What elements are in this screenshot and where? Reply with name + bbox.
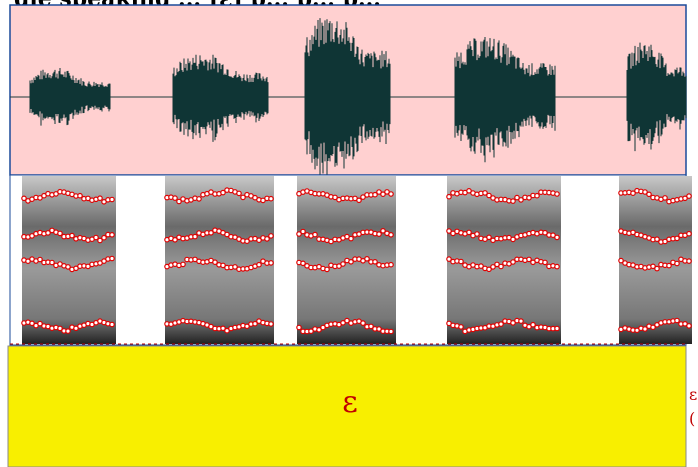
formant-point (341, 262, 345, 266)
formant-point (301, 229, 305, 233)
formant-point (687, 259, 691, 263)
formant-point (349, 236, 353, 240)
formant-point (389, 192, 393, 196)
formant-point (110, 256, 114, 260)
formant-point (675, 318, 679, 322)
formant-point (647, 192, 651, 196)
formant-point (389, 233, 393, 237)
formant-point (110, 322, 114, 326)
formant-point (499, 264, 503, 268)
formant-point (535, 194, 539, 198)
formant-point (269, 322, 273, 326)
formant-point (519, 319, 523, 323)
formant-point (543, 260, 547, 264)
formant-point (555, 192, 559, 196)
formant-point (78, 194, 82, 198)
formant-point (197, 197, 201, 201)
formant-point (269, 197, 273, 201)
praat-window: gle speaking ... [ɛ] p... p... p... ɛ ɛ … (0, 0, 698, 467)
formant-point (265, 237, 269, 241)
formant-point (555, 235, 559, 239)
formant-point (555, 326, 559, 330)
formant-point (389, 329, 393, 333)
formant-point (675, 236, 679, 240)
formant-point (511, 199, 515, 203)
formant-point (667, 263, 671, 267)
formant-point (389, 263, 393, 267)
formant-point (325, 267, 329, 271)
formant-point (467, 230, 471, 234)
formant-point (269, 234, 273, 238)
formant-point (94, 235, 98, 239)
formant-point (655, 266, 659, 270)
formant-point (447, 195, 451, 199)
formant-point (181, 262, 185, 266)
formant-point (70, 233, 74, 237)
formant-point (377, 232, 381, 236)
interval-label: ɛ (342, 385, 358, 420)
formant-point (687, 324, 691, 328)
tier-name: ɛ (689, 385, 697, 404)
formant-point (365, 257, 369, 261)
formant-point (50, 260, 54, 264)
formant-point (487, 235, 491, 239)
formant-point (173, 196, 177, 200)
formant-point (102, 236, 106, 240)
formant-point (98, 196, 102, 200)
formant-point (361, 321, 365, 325)
formant-point (237, 191, 241, 195)
formant-point (663, 196, 667, 200)
tier-name: ( (689, 409, 695, 428)
formant-point (357, 198, 361, 202)
formant-point (66, 329, 70, 333)
formant-point (687, 194, 691, 198)
formant-point (459, 259, 463, 263)
formant-point (687, 232, 691, 236)
formant-point (110, 197, 114, 201)
formant-point (313, 232, 317, 236)
formant-point (555, 264, 559, 268)
formant-point (459, 325, 463, 329)
formant-point (257, 263, 261, 267)
formant-point (475, 232, 479, 236)
editor: gle speaking ... [ɛ] p... p... p... ɛ ɛ … (0, 0, 698, 467)
formant-point (193, 234, 197, 238)
formant-point (675, 261, 679, 265)
formant-point (38, 257, 42, 261)
formant-point (499, 322, 503, 326)
formant-point (527, 257, 531, 261)
formant-point (297, 325, 301, 329)
formant-point (58, 231, 62, 235)
formant-point (531, 323, 535, 327)
formant-point (269, 261, 273, 265)
formant-point (110, 233, 114, 237)
formant-point (373, 260, 377, 264)
